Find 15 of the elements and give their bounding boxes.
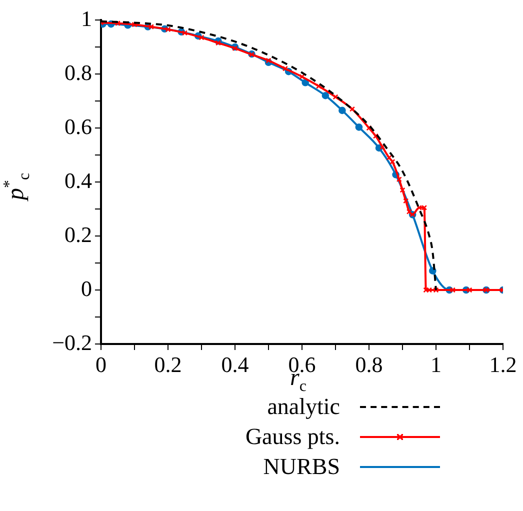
- y-tick-label: 1: [81, 6, 92, 31]
- y-tick-label: 0.4: [64, 168, 92, 193]
- legend-label: NURBS: [263, 454, 340, 480]
- legend-label: analytic: [267, 394, 340, 420]
- x-tick-label: 0.4: [221, 352, 249, 377]
- x-tick-label: 1.2: [489, 352, 517, 377]
- y-tick-label: 0.8: [64, 60, 92, 85]
- y-tick-label: 0.6: [64, 114, 92, 139]
- y-tick-label: 0: [81, 276, 92, 301]
- y-tick-label: −0.2: [52, 330, 92, 355]
- x-tick-label: 0.8: [355, 352, 383, 377]
- legend-label: Gauss pts.: [245, 424, 340, 450]
- y-tick-label: 0.2: [64, 222, 92, 247]
- x-tick-label: 0.2: [154, 352, 182, 377]
- x-tick-label: 1: [430, 352, 442, 377]
